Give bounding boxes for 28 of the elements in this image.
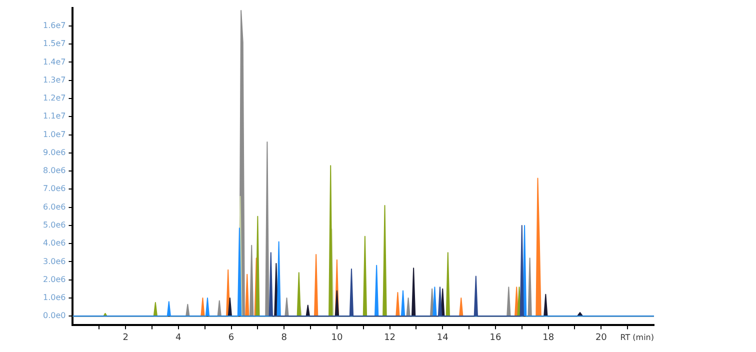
x-tick-label: 10 bbox=[331, 332, 343, 343]
x-tick-label: 2 bbox=[122, 332, 128, 343]
x-tick-label: 18 bbox=[542, 332, 554, 343]
y-tick-label: 0.0e0 bbox=[43, 311, 66, 320]
y-tick-label: 9.0e6 bbox=[43, 148, 66, 157]
y-tick-label: 1.3e7 bbox=[43, 75, 66, 84]
y-tick-label: 5.0e6 bbox=[43, 220, 66, 230]
y-tick-label: 1.2e7 bbox=[43, 94, 66, 103]
y-tick-label: 4.0e6 bbox=[43, 238, 66, 248]
y-tick-label: 2.0e6 bbox=[43, 274, 66, 284]
x-tick-label: 20 bbox=[595, 332, 608, 343]
x-axis-title: RT (min) bbox=[620, 333, 654, 342]
x-tick-label: 14 bbox=[436, 332, 449, 343]
y-tick-label: 8.0e6 bbox=[43, 166, 66, 176]
x-tick-label: 6 bbox=[228, 332, 234, 343]
x-tick-label: 8 bbox=[281, 332, 288, 343]
y-tick-label: 1.0e7 bbox=[43, 130, 66, 139]
y-tick-label: 1.1e7 bbox=[43, 112, 66, 121]
y-tick-label: 1.5e7 bbox=[43, 39, 66, 48]
y-tick-label: 6.0e6 bbox=[43, 202, 66, 212]
x-tick-label: 12 bbox=[384, 332, 396, 343]
y-tick-label: 1.6e7 bbox=[43, 21, 66, 30]
x-tick-label: 4 bbox=[176, 332, 182, 343]
y-tick-label: 1.0e6 bbox=[43, 293, 66, 302]
y-tick-label: 3.0e6 bbox=[43, 256, 66, 266]
x-tick-label: 16 bbox=[490, 332, 502, 343]
y-tick-label: 7.0e6 bbox=[43, 184, 66, 194]
y-tick-label: 1.4e7 bbox=[43, 57, 66, 66]
